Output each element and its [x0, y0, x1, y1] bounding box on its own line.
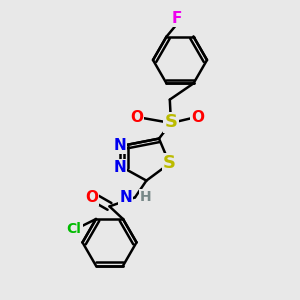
Text: S: S — [163, 154, 176, 172]
Text: N: N — [119, 190, 132, 205]
Text: O: O — [85, 190, 98, 205]
Text: S: S — [164, 113, 178, 131]
Text: N: N — [114, 138, 126, 153]
Text: N: N — [114, 160, 126, 175]
Text: Cl: Cl — [67, 222, 82, 236]
Text: O: O — [130, 110, 143, 124]
Text: O: O — [191, 110, 205, 124]
Text: F: F — [172, 11, 182, 26]
Text: H: H — [140, 190, 151, 204]
